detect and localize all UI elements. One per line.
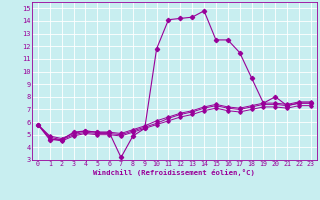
X-axis label: Windchill (Refroidissement éolien,°C): Windchill (Refroidissement éolien,°C) — [93, 169, 255, 176]
